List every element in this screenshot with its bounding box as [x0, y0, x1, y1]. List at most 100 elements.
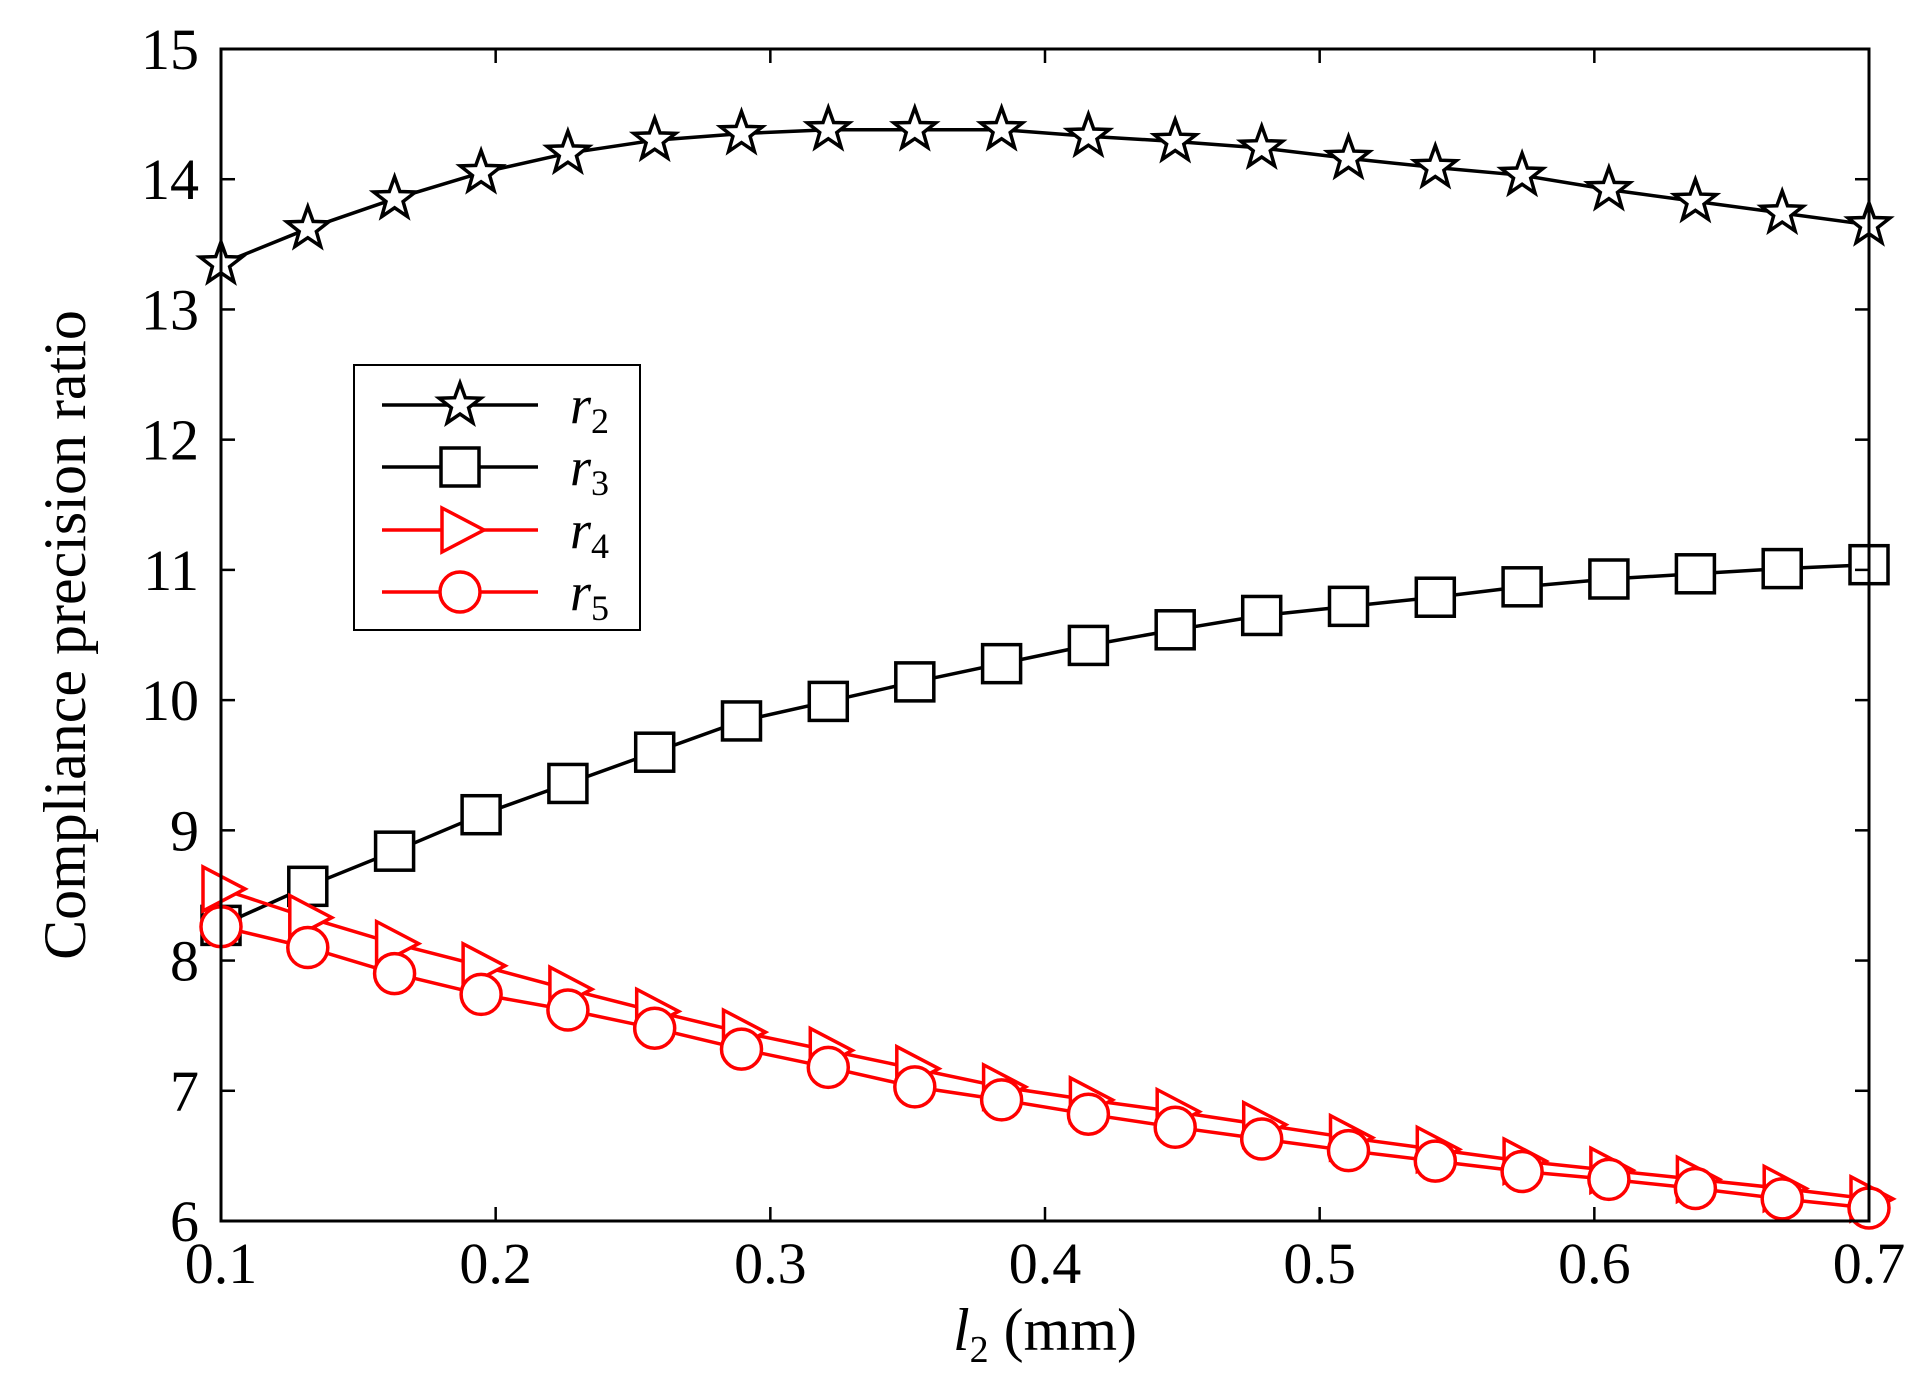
ticks-layer: 0.1 0.2 0.3 0.4 0.5 0.6 0.7 6 7 8 9 10 11 12 13 14 15: [141, 17, 1905, 1296]
data-point-r2: [888, 102, 941, 152]
series-layer: [195, 102, 1897, 1230]
legend-label-r5: r5: [570, 562, 609, 628]
data-point-r5: [1673, 1166, 1718, 1211]
data-point-r3: [1674, 553, 1717, 595]
x-tick-label: 0.2: [459, 1231, 532, 1296]
series-r2: [195, 102, 1895, 286]
legend-label-r2: r2: [570, 375, 609, 441]
y-axis-label: Compliance precision ratio: [32, 310, 98, 960]
data-point-r3: [1414, 576, 1457, 618]
x-axis-label: l2 (mm): [953, 1297, 1137, 1371]
legend-label-var: r: [570, 375, 592, 435]
legend-marker-r2: [434, 377, 486, 427]
legend-marker-r4: [440, 505, 488, 555]
data-point-r2: [1583, 162, 1635, 212]
data-point-r3: [1067, 624, 1110, 667]
data-point-r5: [1500, 1149, 1544, 1194]
x-tick-label: 0.5: [1283, 1231, 1356, 1296]
x-axis-label-unit: (mm): [989, 1297, 1137, 1363]
data-point-r5: [459, 972, 503, 1017]
y-tick-label: 15: [141, 17, 199, 82]
series-line-r2: [220, 127, 1870, 266]
data-point-r3: [1761, 547, 1803, 590]
data-point-r2: [628, 113, 681, 163]
x-tick-label: 0.1: [185, 1231, 258, 1296]
x-tick-label: 0.4: [1009, 1231, 1082, 1296]
data-point-r2: [1669, 174, 1722, 224]
series-r5: [199, 904, 1891, 1230]
data-point-r5: [893, 1065, 937, 1109]
series-r4: [201, 864, 1897, 1224]
y-tick-label: 13: [141, 277, 199, 342]
data-point-r2: [1062, 109, 1115, 159]
data-point-r5: [1239, 1117, 1284, 1161]
data-point-r3: [720, 700, 763, 742]
data-point-r2: [368, 171, 421, 221]
legend-label-sub: 4: [591, 526, 609, 566]
y-tick-label: 10: [141, 668, 199, 733]
legend-label-var: r: [570, 500, 592, 560]
data-point-r2: [455, 145, 507, 195]
legend-marker-r3: [439, 446, 481, 488]
legend-label-var: r: [570, 437, 592, 497]
data-point-r3: [460, 793, 502, 836]
legend-marker-r5: [438, 570, 482, 614]
legend-box: [353, 364, 641, 631]
data-point-r3: [807, 680, 850, 723]
x-axis-label-sub: 2: [970, 1329, 989, 1371]
data-point-r3: [1240, 594, 1283, 637]
y-tick-label: 8: [170, 929, 199, 994]
legend-label-r4: r4: [570, 500, 609, 566]
data-point-r3: [1154, 609, 1196, 651]
y-tick-label: 14: [141, 147, 199, 212]
y-tick-label: 6: [170, 1189, 199, 1254]
y-tick-label: 12: [141, 408, 199, 473]
y-tick-label: 11: [143, 538, 199, 603]
data-point-r5: [1066, 1092, 1111, 1136]
data-point-r5: [1326, 1128, 1371, 1173]
data-point-r3: [1501, 566, 1543, 608]
data-point-r2: [1496, 148, 1548, 198]
data-point-r2: [1322, 131, 1375, 181]
data-point-r5: [1413, 1139, 1458, 1183]
x-tick-label: 0.3: [734, 1231, 807, 1296]
data-point-r2: [975, 102, 1028, 152]
y-tick-label: 7: [170, 1059, 199, 1124]
legend-label-var: r: [570, 562, 592, 622]
data-point-r3: [1588, 558, 1630, 600]
data-point-r5: [1587, 1157, 1631, 1202]
x-tick-label: 0.7: [1833, 1231, 1906, 1296]
legend-label-sub: 3: [591, 463, 609, 503]
legend-label-sub: 2: [591, 401, 609, 441]
data-point-r5: [979, 1078, 1024, 1122]
data-point-r2: [1756, 185, 1808, 236]
data-point-r5: [372, 951, 417, 996]
data-point-r5: [719, 1027, 764, 1071]
data-point-r2: [802, 102, 855, 152]
data-point-r3: [633, 731, 676, 773]
data-point-r5: [1153, 1105, 1197, 1149]
data-point-r2: [1149, 114, 1202, 164]
legend-label-r3: r3: [570, 437, 609, 503]
data-point-r5: [546, 988, 590, 1032]
data-point-r5: [1760, 1177, 1804, 1221]
data-point-r2: [282, 201, 334, 251]
y-tick-label: 9: [170, 798, 199, 863]
data-point-r5: [286, 925, 330, 970]
data-point-r3: [373, 830, 416, 872]
data-point-r3: [1327, 585, 1370, 628]
legend-label-sub: 5: [591, 588, 609, 628]
data-point-r3: [547, 762, 589, 805]
data-point-r2: [1409, 140, 1462, 190]
data-point-r2: [542, 126, 594, 176]
data-point-r5: [632, 1006, 677, 1051]
data-point-r3: [894, 661, 936, 703]
plot-frame: [219, 47, 1871, 1223]
data-point-r3: [980, 642, 1023, 685]
data-point-r4: [201, 864, 249, 914]
data-point-r2: [1235, 120, 1288, 171]
series-line-r4: [220, 887, 1870, 1201]
data-point-r2: [715, 106, 768, 156]
